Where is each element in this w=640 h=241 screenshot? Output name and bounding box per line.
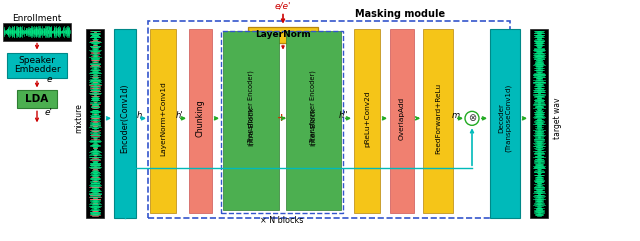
Text: target wav: target wav xyxy=(552,98,561,139)
Text: (Transformer Encoder): (Transformer Encoder) xyxy=(248,70,254,145)
Text: OverlapAdd: OverlapAdd xyxy=(399,97,405,140)
Bar xyxy=(7,53,67,78)
Text: (Transformer Encoder): (Transformer Encoder) xyxy=(310,70,316,145)
Bar xyxy=(17,90,57,108)
Bar xyxy=(189,29,212,213)
Text: pReLu+Conv2d: pReLu+Conv2d xyxy=(364,90,370,147)
Bar xyxy=(423,29,453,213)
Bar xyxy=(530,29,548,218)
Text: Decoder
(TransposeConv1d): Decoder (TransposeConv1d) xyxy=(499,84,512,153)
Text: mixture: mixture xyxy=(74,103,83,133)
Bar xyxy=(490,29,520,218)
Circle shape xyxy=(465,111,479,125)
Text: Speaker: Speaker xyxy=(19,56,56,65)
Text: e: e xyxy=(46,75,52,84)
Bar xyxy=(248,27,318,43)
Text: Chunking: Chunking xyxy=(195,100,205,137)
Bar xyxy=(150,29,176,213)
Bar xyxy=(86,29,104,218)
Text: LayerNorm: LayerNorm xyxy=(255,30,311,39)
Text: Enrollment: Enrollment xyxy=(12,14,61,23)
Text: e': e' xyxy=(45,108,53,117)
Text: +: + xyxy=(276,113,285,123)
Text: LayerNorm+Conv1d: LayerNorm+Conv1d xyxy=(160,81,166,156)
Text: ⊗: ⊗ xyxy=(468,113,476,123)
Text: m: m xyxy=(452,111,460,120)
Text: Encoder(Conv1d): Encoder(Conv1d) xyxy=(120,84,129,153)
Text: × N blocks: × N blocks xyxy=(260,215,304,225)
Text: FeedForward+ReLu: FeedForward+ReLu xyxy=(435,83,441,154)
Text: e/e': e/e' xyxy=(275,1,291,10)
Bar xyxy=(223,31,279,210)
Text: Intra-Block: Intra-Block xyxy=(248,107,254,146)
Text: Masking module: Masking module xyxy=(355,9,445,19)
Bar xyxy=(221,31,343,213)
Text: LDA: LDA xyxy=(26,94,49,104)
Text: Embedder: Embedder xyxy=(13,65,60,74)
Bar xyxy=(3,23,71,40)
Text: Inter-Block: Inter-Block xyxy=(310,107,316,146)
Bar xyxy=(286,31,341,210)
Bar xyxy=(390,29,414,213)
Text: h: h xyxy=(136,111,141,120)
Text: h'': h'' xyxy=(339,111,349,120)
Bar xyxy=(114,29,136,218)
Bar xyxy=(148,20,510,218)
Bar xyxy=(354,29,380,213)
Text: h': h' xyxy=(175,111,183,120)
